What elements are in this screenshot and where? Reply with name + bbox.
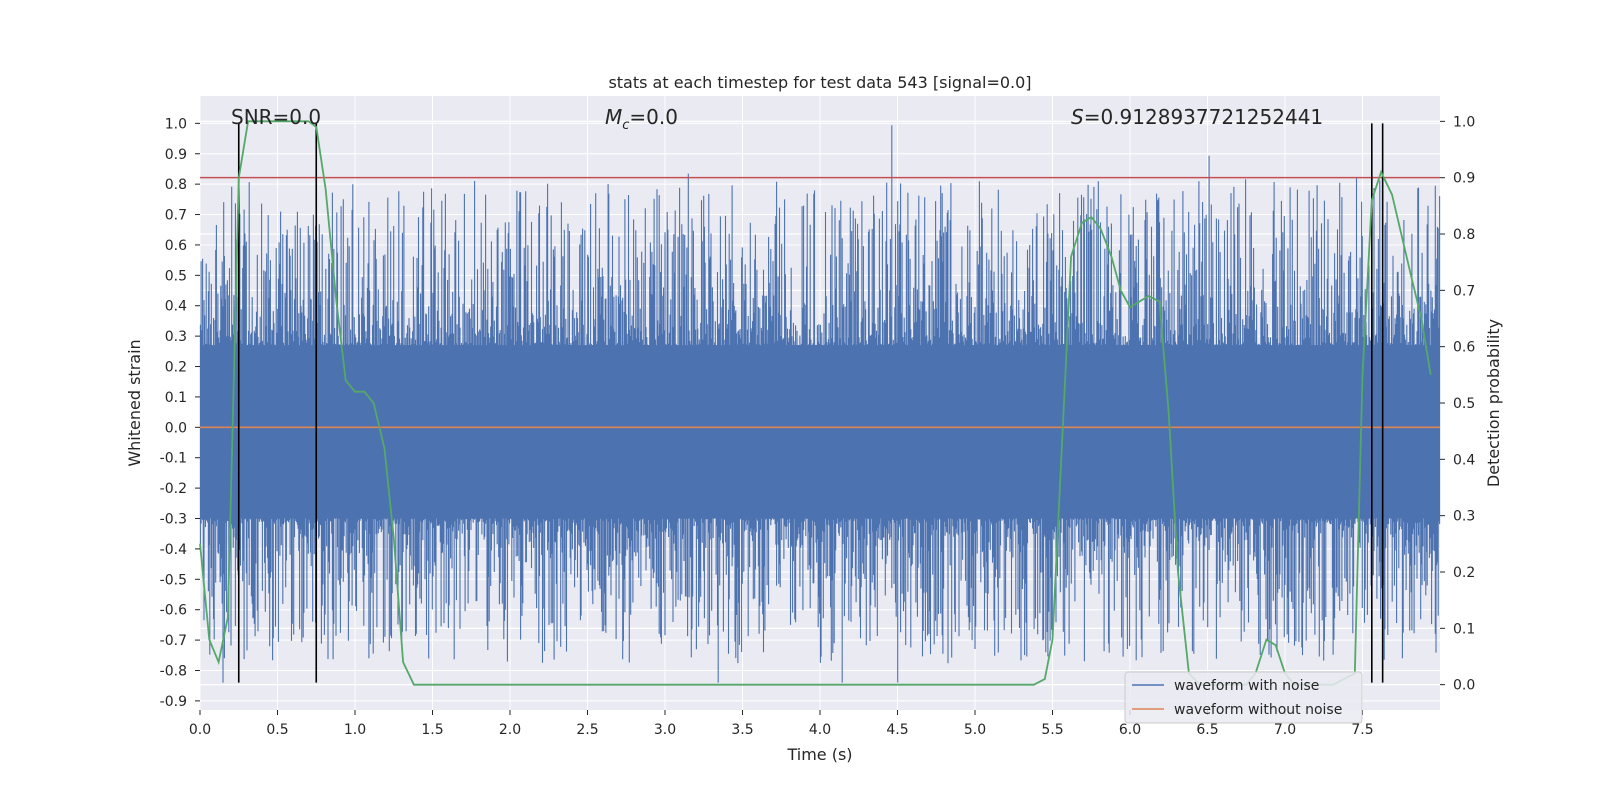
y-right-tick-label: 1.0 (1453, 114, 1475, 130)
x-tick-label: 5.5 (1041, 722, 1063, 738)
score-value: =0.9128937721252441 (1084, 105, 1323, 129)
waveform-noise-trace (199, 125, 1441, 683)
waveform-with-noise (199, 125, 1441, 683)
y-tick-label: 0.1 (165, 390, 187, 406)
y-right-tick-label: 0.2 (1453, 565, 1475, 581)
x-tick-label: 4.0 (809, 722, 831, 738)
y-tick-label: -0.9 (160, 694, 187, 710)
y-tick-label: -0.1 (160, 451, 187, 467)
y-tick-label: -0.6 (160, 603, 187, 619)
y-right-tick-label: 0.6 (1453, 340, 1475, 356)
y-tick-label: 0.7 (165, 208, 187, 224)
y-right-axis-ticks: 1.0 0.9 0.8 0.7 0.6 0.5 0.4 0.3 0.2 0.1 0.0 (1440, 114, 1475, 694)
y-right-tick-label: 0.0 (1453, 678, 1475, 694)
y-tick-label: -0.3 (160, 512, 187, 528)
y-axis-title: Whitened strain (125, 339, 144, 466)
x-tick-label: 4.5 (886, 722, 908, 738)
score-symbol: S (1071, 105, 1084, 129)
x-tick-label: 7.0 (1274, 722, 1296, 738)
x-tick-label: 3.5 (731, 722, 753, 738)
x-tick-label: 0.5 (266, 722, 288, 738)
x-tick-label: 3.0 (654, 722, 676, 738)
y-tick-label: 0.5 (165, 268, 187, 284)
y-tick-label: -0.4 (160, 542, 187, 558)
y-right-tick-label: 0.9 (1453, 171, 1475, 187)
x-axis-title: Time (s) (786, 745, 852, 764)
x-tick-label: 2.0 (499, 722, 521, 738)
x-tick-label: 1.0 (344, 722, 366, 738)
y-tick-label: 0.3 (165, 329, 187, 345)
x-tick-label: 7.5 (1351, 722, 1373, 738)
x-tick-label: 6.5 (1196, 722, 1218, 738)
y-right-axis-title: Detection probability (1484, 319, 1503, 487)
y-tick-label: 0.2 (165, 360, 187, 376)
x-axis-ticks: 0.0 0.5 1.0 1.5 2.0 2.5 3.0 3.5 4.0 4.5 5.0 5.5 6.0 6… (189, 710, 1374, 738)
chirp-mass-value: =0.0 (629, 105, 678, 129)
y-axis-ticks: 1.0 0.9 0.8 0.7 0.6 0.5 0.4 0.3 0.2 0.1 0.0 -0.1 -0.… (160, 116, 200, 710)
y-tick-label: -0.2 (160, 481, 187, 497)
y-right-tick-label: 0.3 (1453, 509, 1475, 525)
y-right-tick-label: 0.5 (1453, 396, 1475, 412)
y-tick-label: 0.6 (165, 238, 187, 254)
chirp-mass-annotation: Mc=0.0 (605, 105, 678, 133)
y-right-tick-label: 0.7 (1453, 283, 1475, 299)
y-tick-label: 0.9 (165, 147, 187, 163)
y-tick-label: 0.4 (165, 299, 187, 315)
legend-box (1124, 671, 1363, 724)
chirp-mass-symbol: M (605, 105, 622, 129)
x-tick-label: 6.0 (1119, 722, 1141, 738)
legend: waveform with noise waveform without noi… (1124, 671, 1363, 724)
score-annotation: S=0.9128937721252441 (1071, 105, 1323, 129)
x-tick-label: 5.0 (964, 722, 986, 738)
y-tick-label: 0.8 (165, 177, 187, 193)
x-tick-label: 1.5 (421, 722, 443, 738)
y-right-tick-label: 0.4 (1453, 452, 1475, 468)
y-tick-label: -0.5 (160, 572, 187, 588)
y-tick-label: 1.0 (165, 116, 187, 132)
legend-label-clean: waveform without noise (1174, 702, 1342, 718)
y-right-tick-label: 0.1 (1453, 621, 1475, 637)
y-right-tick-label: 0.8 (1453, 227, 1475, 243)
x-tick-label: 0.0 (189, 722, 211, 738)
y-tick-label: -0.7 (160, 633, 187, 649)
x-tick-label: 2.5 (576, 722, 598, 738)
chirp-mass-subscript: c (622, 118, 629, 133)
legend-label-noisy: waveform with noise (1174, 678, 1319, 694)
chart-title: stats at each timestep for test data 543… (608, 73, 1031, 92)
y-tick-label: 0.0 (165, 420, 187, 436)
snr-annotation: SNR=0.0 (231, 105, 321, 129)
y-tick-label: -0.8 (160, 663, 187, 679)
